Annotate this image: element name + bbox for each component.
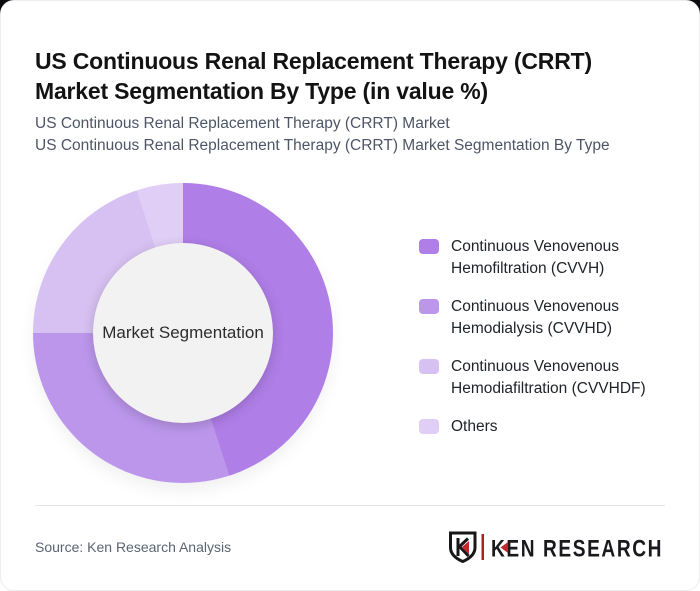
shield-red-arrow-icon xyxy=(461,541,469,554)
legend-swatch xyxy=(419,299,439,314)
shield-icon xyxy=(449,531,477,563)
legend-item: Others xyxy=(419,416,675,438)
legend-label: Continuous Venovenous Hemodialysis (CVVH… xyxy=(451,298,620,337)
legend-swatch xyxy=(419,419,439,434)
legend-label: Continuous Venovenous Hemodiafiltration … xyxy=(451,358,646,397)
legend-label: Others xyxy=(451,418,498,435)
footer: Source: Ken Research Analysis KEN RESEAR… xyxy=(35,527,666,567)
legend-item: Continuous Venovenous Hemodiafiltration … xyxy=(419,356,675,399)
donut-chart: Market Segmentation xyxy=(33,183,333,483)
legend-swatch xyxy=(419,359,439,374)
wordmark-red-arrow-icon xyxy=(500,542,508,553)
legend-item: Continuous Venovenous Hemodialysis (CVVH… xyxy=(419,296,675,339)
subtitle-line-1: US Continuous Renal Replacement Therapy … xyxy=(35,115,450,132)
page-title: US Continuous Renal Replacement Therapy … xyxy=(35,48,592,105)
ken-research-logo: KEN RESEARCH xyxy=(449,531,663,563)
legend-label: Continuous Venovenous Hemofiltration (CV… xyxy=(451,238,620,277)
logo-wordmark: KEN RESEARCH xyxy=(491,536,663,563)
subtitle-block: US Continuous Renal Replacement Therapy … xyxy=(35,113,610,157)
donut-hole: Market Segmentation xyxy=(93,243,273,423)
chart-center-label: Market Segmentation xyxy=(102,323,264,342)
legend-item: Continuous Venovenous Hemofiltration (CV… xyxy=(419,236,675,279)
logo-divider xyxy=(481,534,484,560)
source-note: Source: Ken Research Analysis xyxy=(35,539,232,555)
chart-legend: Continuous Venovenous Hemofiltration (CV… xyxy=(419,236,675,455)
footer-divider xyxy=(35,505,665,506)
legend-swatch xyxy=(419,239,439,254)
subtitle-line-2: US Continuous Renal Replacement Therapy … xyxy=(35,137,610,154)
